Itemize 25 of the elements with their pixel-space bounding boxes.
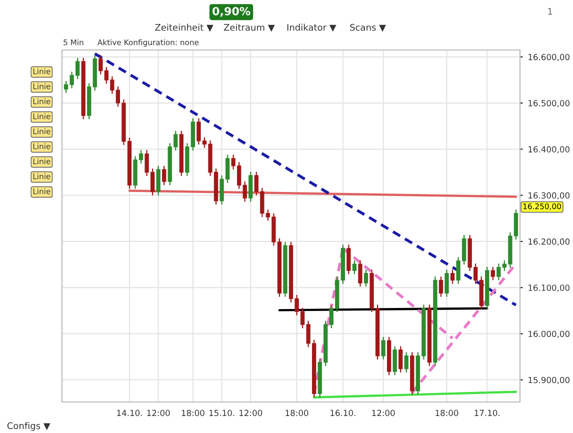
x-tick-label: 16.10. xyxy=(330,410,356,416)
x-tick-label: 15.10. xyxy=(209,410,234,416)
x-tick-label: 12:00 xyxy=(372,410,395,416)
y-tick-label: 16.100,00 xyxy=(528,284,570,292)
y-tick-label: 16.000,00 xyxy=(528,330,570,338)
x-tick-label: 12:00 xyxy=(240,410,262,416)
y-tick-label: 16.500,00 xyxy=(528,100,570,108)
text: 0,90% xyxy=(212,6,250,17)
text: Zeiteinheit ▼ xyxy=(155,24,214,32)
x-tick-label: 18:00 xyxy=(436,410,458,416)
y-tick-label: 16.200,00 xyxy=(528,238,570,246)
text: Zeitraum ▼ xyxy=(224,24,275,32)
y-tick-label: 15.900,00 xyxy=(528,376,570,384)
y-tick-label: 16.600,00 xyxy=(528,54,570,62)
x-tick-label: 18:00 xyxy=(286,410,308,416)
text: 1 xyxy=(548,8,552,15)
text: Configs ▼ xyxy=(7,422,50,431)
x-tick-label: 17.10. xyxy=(474,410,500,416)
x-tick-label: 12:00 xyxy=(147,410,170,416)
x-tick-label: 14.10. xyxy=(117,410,142,416)
x-tick-label: 18:00 xyxy=(182,410,204,416)
y-tick-label: 16.300,00 xyxy=(528,192,570,200)
y-tick-label: 16.400,00 xyxy=(528,146,570,154)
text: Indikator ▼ xyxy=(287,24,336,32)
text: Scans ▼ xyxy=(350,24,386,32)
